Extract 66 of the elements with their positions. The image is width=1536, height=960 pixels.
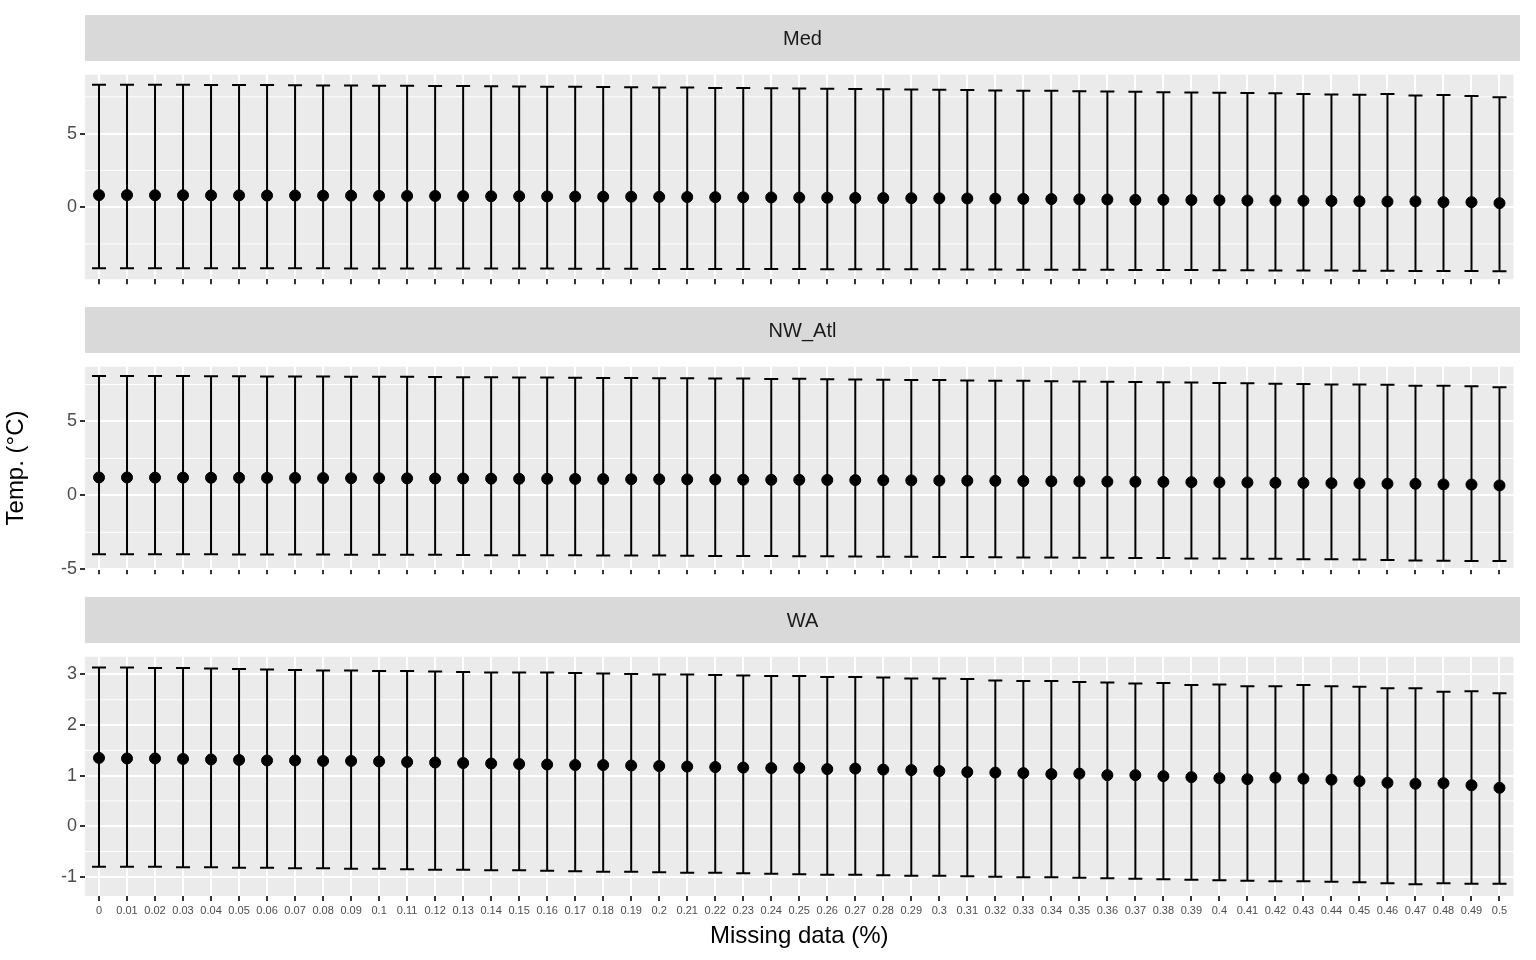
y-tick-label: 1 [66, 764, 77, 785]
x-tick-label: 0.24 [760, 903, 782, 916]
x-tick-label: 0.27 [844, 903, 866, 916]
x-tick-label: 0.36 [1096, 903, 1119, 916]
x-tick-label: 0.45 [1348, 903, 1371, 916]
x-tick-label: 0.43 [1292, 903, 1315, 916]
chart-title: WA [85, 597, 1520, 643]
y-tick-label: -5 [60, 558, 77, 579]
x-tick-label: 0.03 [172, 903, 194, 916]
x-tick-label: 0.04 [200, 903, 222, 916]
x-tick-label: 0.18 [592, 903, 614, 916]
x-tick-label: 0.23 [732, 903, 754, 916]
x-tick-label: 0.31 [956, 903, 979, 916]
y-tick-label: 2 [66, 714, 77, 735]
x-tick-label: 0.3 [931, 903, 947, 916]
x-tick-label: 0.42 [1264, 903, 1287, 916]
y-tick-label: 5 [66, 122, 77, 143]
x-tick-label: 0.1 [371, 903, 387, 916]
y-axis-title: Temp. (°C) [1, 410, 29, 526]
x-tick-label: 0.41 [1236, 903, 1259, 916]
x-tick-label: 0.2 [651, 903, 667, 916]
x-tick-label: 0.28 [872, 903, 894, 916]
x-tick-label: 0.47 [1404, 903, 1427, 916]
x-tick-label: 0.46 [1376, 903, 1399, 916]
x-tick-label: 0.12 [424, 903, 446, 916]
y-tick-label: -1 [60, 865, 77, 886]
x-tick-label: 0.19 [620, 903, 642, 916]
y-tick-label: 5 [66, 410, 77, 431]
y-tick-label: 0 [66, 196, 77, 217]
y-tick-label: 0 [66, 815, 77, 836]
x-tick-label: 0.09 [340, 903, 362, 916]
x-tick-label: 0.08 [312, 903, 334, 916]
x-tick-label: 0.17 [564, 903, 586, 916]
x-tick-label: 0.22 [704, 903, 726, 916]
x-tick-label: 0.32 [984, 903, 1007, 916]
x-tick-label: 0.11 [396, 903, 418, 916]
x-tick-label: 0.38 [1152, 903, 1175, 916]
x-tick-label: 0.44 [1320, 903, 1343, 916]
x-tick-label: 0.21 [676, 903, 698, 916]
x-tick-label: 0.34 [1040, 903, 1063, 916]
x-tick-label: 0.37 [1124, 903, 1147, 916]
x-tick-label: 0.15 [508, 903, 530, 916]
x-tick-label: 0.26 [816, 903, 838, 916]
x-tick-label: 0.48 [1432, 903, 1455, 916]
x-tick-label: 0.01 [116, 903, 138, 916]
x-axis-title: Missing data (%) [709, 921, 889, 949]
x-tick-label: 0.02 [144, 903, 166, 916]
x-tick-label: 0.35 [1068, 903, 1091, 916]
x-tick-label: 0.49 [1460, 903, 1483, 916]
x-tick-label: 0.05 [228, 903, 250, 916]
x-tick-label: 0.14 [480, 903, 502, 916]
x-tick-label: 0.06 [256, 903, 278, 916]
x-tick-label: 0.07 [284, 903, 306, 916]
x-tick-label: 0.4 [1211, 903, 1228, 916]
y-tick-label: 0 [66, 484, 77, 505]
x-tick-label: 0.25 [788, 903, 810, 916]
x-tick-label: 0.33 [1012, 903, 1035, 916]
x-tick-label: 0.16 [536, 903, 558, 916]
x-tick-label: 0.39 [1180, 903, 1203, 916]
x-tick-label: 0.5 [1491, 903, 1508, 916]
x-tick-label: 0 [95, 903, 103, 916]
chart-title: NW_Atl [85, 307, 1520, 353]
x-tick-label: 0.29 [900, 903, 922, 916]
x-tick-label: 0.13 [452, 903, 474, 916]
chart-title: Med [85, 15, 1520, 61]
y-tick-label: 3 [66, 663, 77, 684]
